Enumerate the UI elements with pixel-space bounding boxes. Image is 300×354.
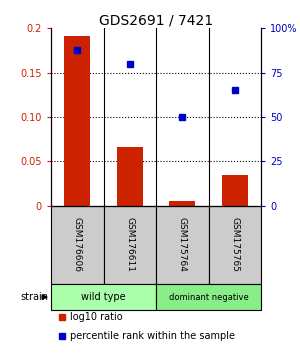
Title: GDS2691 / 7421: GDS2691 / 7421 (99, 13, 213, 27)
Bar (222, 175, 248, 206)
Bar (156, 284, 261, 310)
Bar (51, 206, 104, 284)
Text: GSM176606: GSM176606 (73, 217, 82, 273)
Text: dominant negative: dominant negative (169, 293, 248, 302)
Bar (208, 206, 261, 284)
Bar (117, 147, 143, 206)
Text: GSM175764: GSM175764 (178, 217, 187, 272)
Text: percentile rank within the sample: percentile rank within the sample (70, 331, 235, 341)
Bar (169, 201, 195, 206)
Bar (64, 36, 90, 206)
Bar (156, 206, 208, 284)
Text: GSM176611: GSM176611 (125, 217, 134, 273)
Text: log10 ratio: log10 ratio (70, 312, 122, 322)
Text: GSM175765: GSM175765 (230, 217, 239, 273)
Bar (51, 284, 156, 310)
Text: strain: strain (20, 292, 48, 302)
Text: wild type: wild type (81, 292, 126, 302)
Bar (103, 206, 156, 284)
